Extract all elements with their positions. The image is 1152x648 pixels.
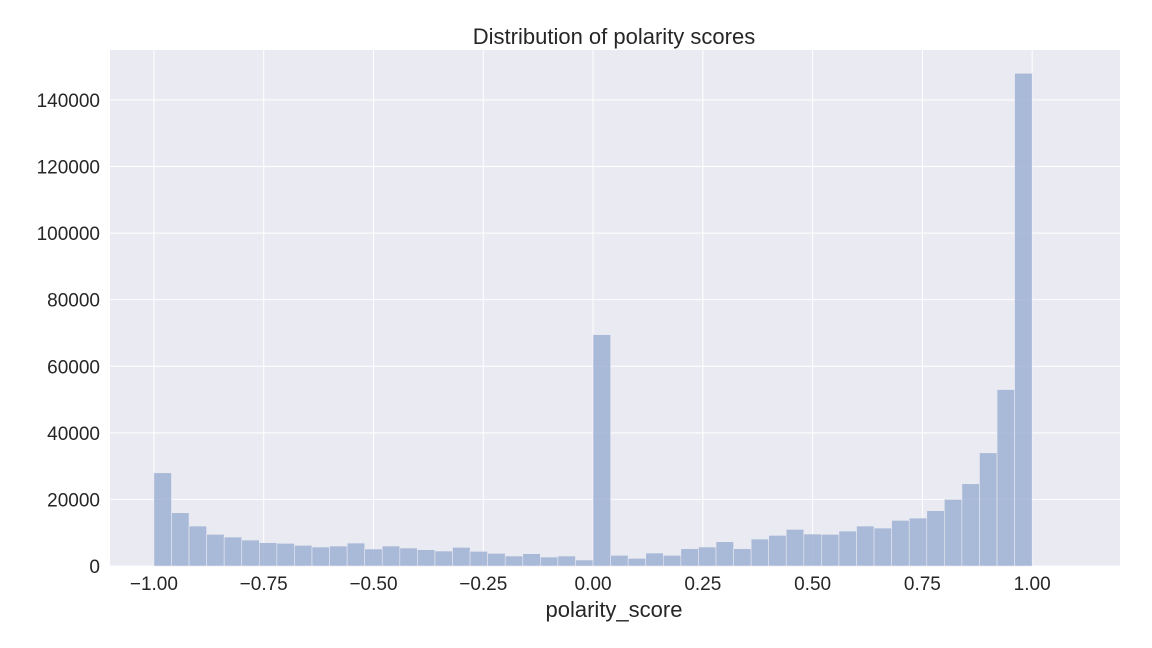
histogram-bar — [926, 510, 945, 567]
histogram-bar — [908, 517, 928, 567]
histogram-bar — [188, 525, 207, 567]
histogram-bar — [996, 389, 1015, 567]
histogram-bar — [399, 547, 418, 567]
histogram-bar — [171, 512, 190, 567]
histogram-bars — [153, 73, 1033, 567]
histogram-bar — [311, 546, 330, 567]
histogram-bar — [223, 536, 243, 567]
histogram-bar — [768, 535, 787, 567]
histogram-bar — [522, 553, 541, 567]
x-tick-label: −0.50 — [349, 574, 397, 595]
histogram-bar — [715, 541, 734, 567]
histogram-bar — [206, 534, 225, 567]
chart-title: Distribution of polarity scores — [473, 24, 755, 49]
x-tick-label: 0.00 — [575, 574, 612, 595]
histogram-bar — [873, 527, 892, 567]
histogram-bar — [698, 546, 717, 567]
histogram-bar — [979, 452, 998, 567]
histogram-bar — [944, 499, 963, 567]
histogram-bar — [259, 542, 278, 567]
histogram-bar — [452, 547, 471, 567]
y-tick-label: 120000 — [37, 158, 100, 179]
histogram-bar — [241, 539, 260, 567]
histogram-bar — [540, 556, 559, 567]
plot-background — [110, 50, 1120, 566]
histogram-bar — [381, 545, 401, 567]
histogram-bar — [803, 533, 822, 567]
histogram-bar — [294, 545, 313, 567]
y-tick-labels: 0 20000 40000 60000 80000 100000 120000 140000 — [37, 91, 100, 578]
x-tick-label: −0.25 — [459, 574, 507, 595]
y-tick-label: 20000 — [47, 490, 100, 511]
histogram-bar — [575, 559, 594, 567]
x-tick-label: 0.25 — [684, 574, 721, 595]
histogram-bar — [434, 550, 453, 567]
histogram-bar — [663, 555, 682, 567]
histogram-bar — [469, 551, 488, 567]
histogram-bar — [1014, 73, 1033, 567]
y-tick-label: 140000 — [37, 91, 100, 112]
x-tick-label: 1.00 — [1014, 574, 1051, 595]
x-tick-label: −0.75 — [240, 574, 288, 595]
x-axis-label: polarity_score — [546, 597, 683, 622]
histogram-bar — [276, 543, 295, 567]
histogram-bar — [785, 529, 805, 567]
histogram-bar — [417, 549, 436, 567]
x-tick-label: 0.75 — [904, 574, 941, 595]
x-tick-label: 0.50 — [794, 574, 831, 595]
histogram-bar — [680, 548, 699, 567]
histogram-bar — [750, 538, 769, 567]
histogram-bar — [838, 530, 857, 567]
histogram-bar — [733, 548, 752, 567]
histogram-bar — [364, 548, 383, 567]
y-tick-label: 0 — [89, 557, 100, 578]
histogram-bar — [346, 542, 365, 567]
histogram-bar — [329, 545, 348, 567]
histogram-bar — [504, 555, 524, 567]
y-tick-label: 60000 — [47, 357, 100, 378]
histogram-bar — [487, 553, 506, 567]
histogram-bar — [856, 525, 875, 567]
histogram-bar — [645, 552, 664, 567]
histogram-bar — [557, 555, 576, 567]
histogram-bar — [821, 534, 840, 567]
y-tick-label: 40000 — [47, 424, 100, 445]
histogram-bar — [153, 472, 172, 567]
y-tick-label: 80000 — [47, 291, 100, 312]
histogram-bar — [592, 334, 611, 567]
x-tick-labels: −1.00 −0.75 −0.50 −0.25 0.00 0.25 0.50 0.75 1.00 — [130, 574, 1051, 595]
histogram-bar — [610, 555, 629, 567]
histogram-bar — [627, 558, 647, 567]
histogram-bar — [961, 483, 980, 567]
histogram-bar — [891, 520, 910, 567]
x-tick-label: −1.00 — [130, 574, 178, 595]
y-tick-label: 100000 — [37, 224, 100, 245]
